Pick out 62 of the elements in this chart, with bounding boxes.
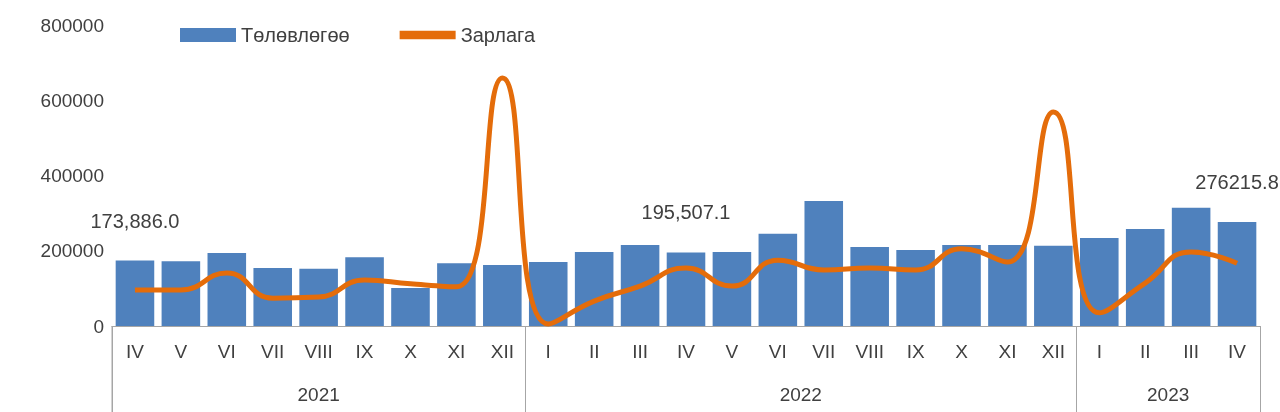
- legend-label: Зарлага: [460, 24, 536, 46]
- x-tick-label: IX: [355, 341, 374, 362]
- x-tick-label: XII: [1041, 341, 1065, 362]
- bar: [437, 263, 476, 326]
- x-tick-label: VII: [812, 341, 836, 362]
- bar: [115, 260, 155, 326]
- bar: [574, 251, 614, 326]
- x-tick-label: X: [404, 341, 418, 362]
- x-tick-label: VI: [217, 341, 236, 362]
- bar: [988, 245, 1027, 326]
- bar: [758, 233, 798, 326]
- text: 2023: [1147, 383, 1190, 405]
- bar: [391, 288, 430, 326]
- x-tick-label: IV: [1228, 341, 1247, 362]
- bar: [850, 246, 889, 326]
- y-tick-label: 0: [93, 315, 104, 337]
- x-tick-label: V: [725, 341, 739, 362]
- bar: [1079, 237, 1119, 326]
- bar: [345, 257, 384, 326]
- x-tick-label: VII: [261, 341, 285, 362]
- y-tick-label: 800000: [40, 14, 104, 36]
- y-tick-label: 400000: [40, 165, 104, 186]
- bar: [299, 268, 338, 326]
- bar: [620, 245, 660, 326]
- bar: [1171, 207, 1211, 326]
- bar: [253, 268, 293, 326]
- text: 2021: [297, 383, 340, 405]
- x-tick-label: IX: [906, 341, 925, 362]
- bar: [207, 253, 247, 326]
- x-tick-label: III: [1183, 341, 1200, 362]
- bar: [942, 245, 981, 326]
- x-tick-label: XI: [447, 341, 466, 362]
- data-label: 276215.8: [1195, 171, 1279, 194]
- legend-label: Төлөвлөгөө: [241, 24, 350, 46]
- data-label: 173,886.0: [90, 209, 180, 232]
- x-tick-label: II: [1139, 341, 1151, 362]
- bar: [1034, 245, 1073, 326]
- x-tick-label: IV: [125, 341, 145, 362]
- x-tick-label: XI: [998, 341, 1017, 362]
- x-tick-label: I: [1096, 341, 1102, 362]
- x-tick-label: VI: [768, 341, 787, 362]
- bar: [483, 265, 522, 326]
- x-tick-label: III: [632, 341, 648, 362]
- text: 2022: [779, 383, 822, 405]
- bar: [1125, 228, 1165, 326]
- y-tick-label: 200000: [40, 240, 104, 262]
- x-tick-label: I: [545, 341, 551, 362]
- bar: [666, 252, 706, 326]
- x-tick-label: VIII: [304, 341, 333, 362]
- x-tick-label: XII: [490, 341, 514, 362]
- bar: [161, 261, 201, 326]
- bar: [712, 251, 752, 326]
- x-tick-label: VIII: [855, 341, 884, 362]
- x-tick-label: X: [955, 341, 969, 362]
- bar: [1217, 222, 1257, 326]
- y-tick-label: 600000: [40, 89, 104, 111]
- x-tick-label: V: [174, 341, 188, 362]
- x-tick-label: IV: [677, 341, 696, 362]
- x-tick-label: II: [588, 341, 600, 362]
- bar: [804, 201, 844, 326]
- bar: [896, 250, 935, 326]
- data-label: 195,507.1: [641, 201, 731, 224]
